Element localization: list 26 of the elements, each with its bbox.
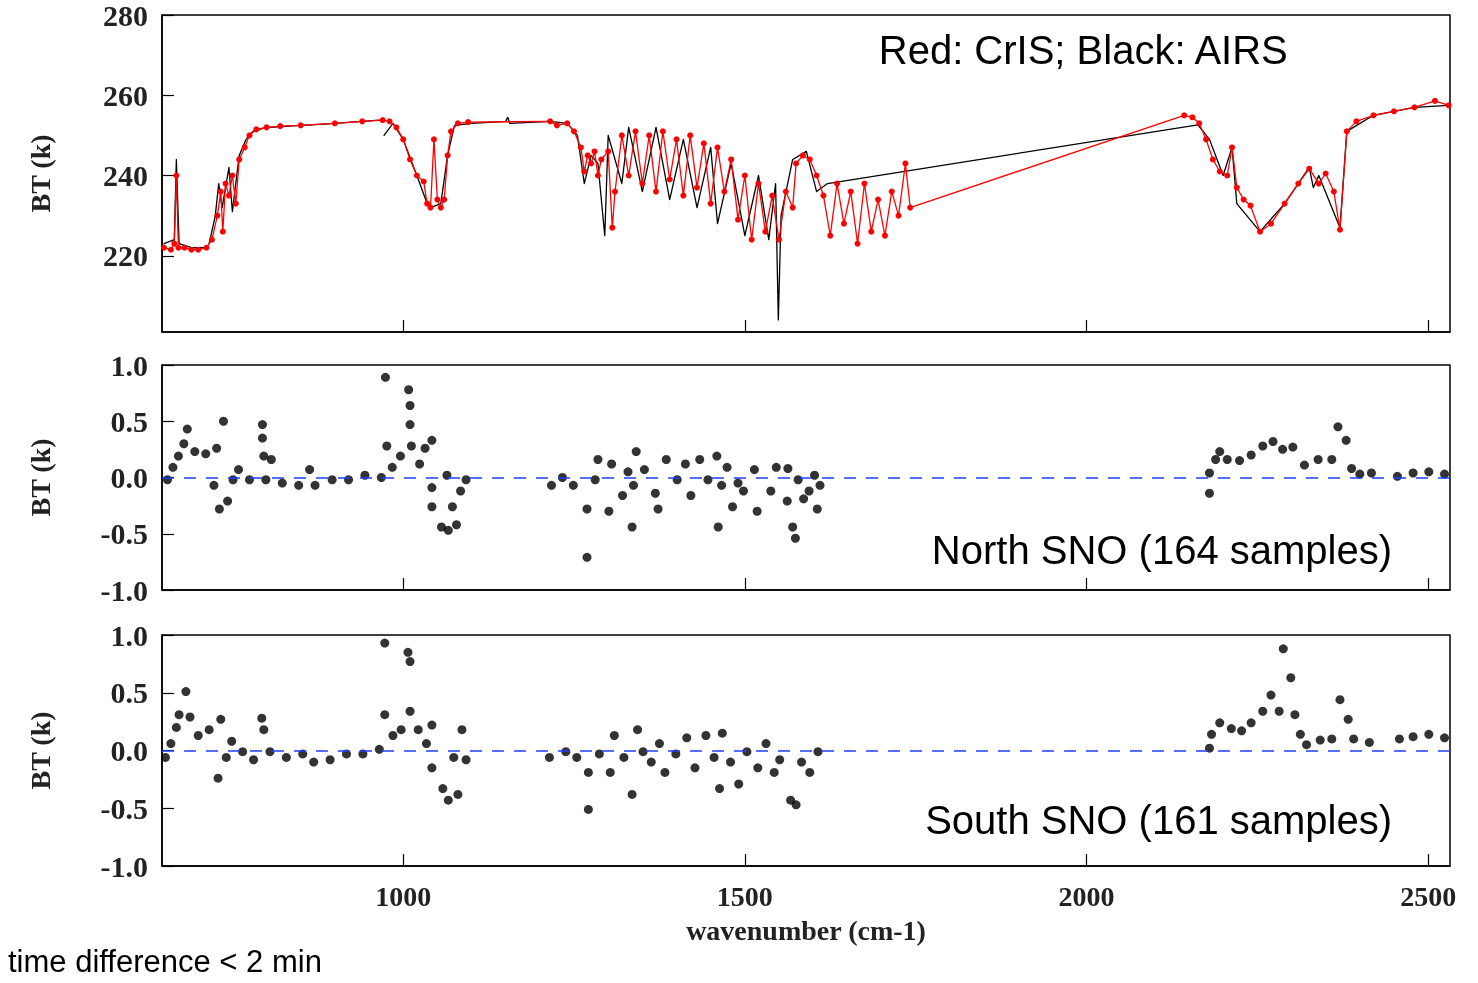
y-tick-label: 220 (103, 239, 148, 273)
y-tick-label: 0.5 (110, 404, 148, 438)
y-tick-label: 1.0 (110, 618, 148, 652)
y-tick-label: 0.0 (110, 461, 148, 494)
y-axis-title: BT (k) (24, 438, 56, 517)
y-tick-label: 280 (103, 0, 148, 32)
y-tick-label: 0.0 (110, 734, 148, 767)
y-tick-label: -0.5 (100, 791, 148, 825)
x-tick-label: 2500 (1400, 880, 1457, 912)
y-axis-title: BT (k) (24, 134, 56, 213)
y-tick-label: 240 (103, 159, 148, 193)
y-tick-label: 0.5 (110, 676, 148, 710)
x-tick-label: 2000 (1058, 880, 1115, 912)
y-tick-label: -1.0 (100, 573, 148, 607)
text: time difference < 2 min (8, 944, 322, 979)
annotation: North SNO (164 samples) (931, 528, 1392, 572)
y-tick-label: 260 (103, 78, 148, 112)
x-tick-label: 1000 (375, 880, 432, 912)
x-axis-title: wavenumber (cm-1) (686, 914, 926, 946)
y-tick-label: -0.5 (100, 517, 148, 551)
annotation: Red: CrIS; Black: AIRS (878, 28, 1288, 72)
annotation: South SNO (161 samples) (925, 798, 1392, 842)
x-tick-label: 1500 (716, 880, 773, 912)
y-axis-title: BT (k) (24, 711, 56, 790)
y-tick-label: -1.0 (100, 849, 148, 883)
y-tick-label: 1.0 (110, 348, 148, 382)
